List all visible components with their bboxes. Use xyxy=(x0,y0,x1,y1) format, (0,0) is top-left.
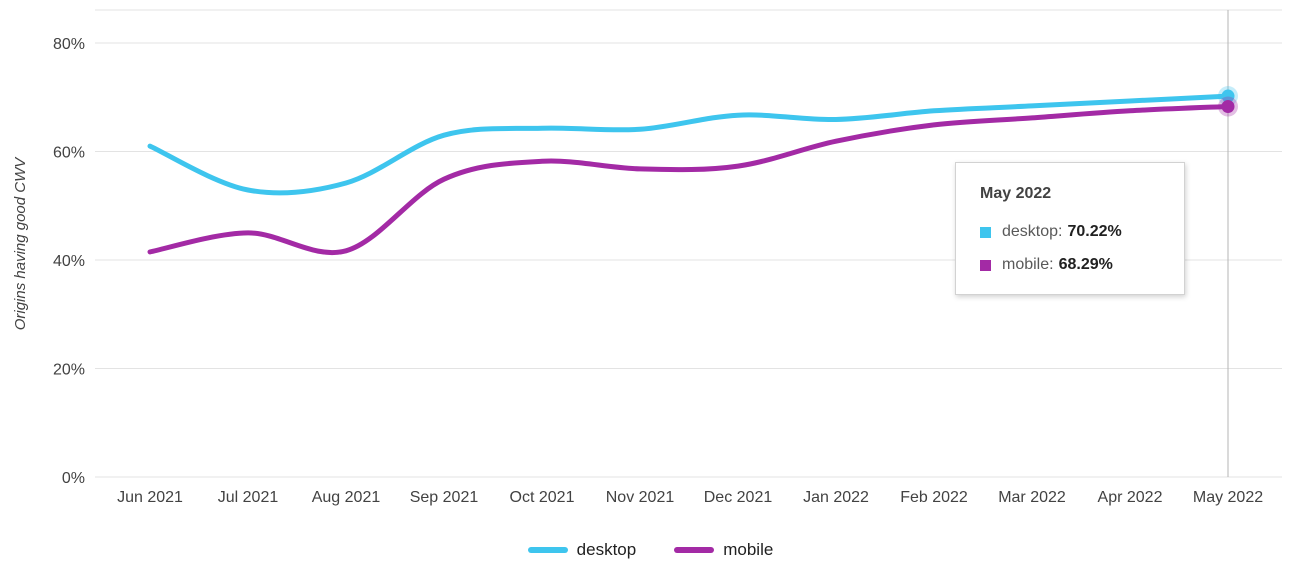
x-tick-label: May 2022 xyxy=(1193,489,1263,506)
tooltip-title: May 2022 xyxy=(980,185,1052,202)
x-tick-label: Nov 2021 xyxy=(606,489,675,506)
x-tick-label: Jun 2021 xyxy=(117,489,183,506)
x-tick-label: Jul 2021 xyxy=(218,489,279,506)
y-tick-label: 80% xyxy=(53,36,85,53)
x-tick-label: Oct 2021 xyxy=(510,489,575,506)
chart-tooltip: May 2022 desktop: 70.22% mobile: 68.29% xyxy=(955,162,1185,295)
x-tick-label: Sep 2021 xyxy=(410,489,479,506)
tooltip-desktop-label: desktop: xyxy=(1002,223,1063,240)
legend-mobile-label: mobile xyxy=(723,540,774,559)
desktop-series-swatch-icon xyxy=(980,226,991,238)
desktop-legend-swatch-icon xyxy=(527,547,568,553)
legend-item-desktop[interactable]: desktop xyxy=(527,540,637,560)
legend-desktop-label: desktop xyxy=(576,540,637,559)
tooltip-mobile-value: 68.29% xyxy=(1058,256,1113,273)
x-tick-label: Aug 2021 xyxy=(312,489,381,506)
x-tick-label: Dec 2021 xyxy=(704,489,773,506)
x-tick-label: Mar 2022 xyxy=(998,489,1066,506)
mobile-legend-swatch-icon xyxy=(674,547,715,553)
y-tick-label: 40% xyxy=(53,253,85,270)
y-tick-label: 60% xyxy=(53,145,85,162)
x-tick-label: Apr 2022 xyxy=(1098,489,1163,506)
y-tick-label: 20% xyxy=(53,362,85,379)
series-line-desktop xyxy=(147,93,1231,196)
tooltip-row-mobile: mobile: 68.29% xyxy=(980,256,1160,274)
x-tick-label: Feb 2022 xyxy=(900,489,968,506)
tooltip-desktop-value: 70.22% xyxy=(1067,223,1122,240)
chart-canvas[interactable]: 0% 20% 40% 60% 80% Jun 2021 Jul 2021 Aug 2021 Se… xyxy=(0,0,1301,515)
tooltip-row-desktop: desktop: 70.22% xyxy=(980,223,1160,241)
y-axis-title: Origins having good CWV xyxy=(12,156,29,331)
tooltip-mobile-label: mobile: xyxy=(1002,256,1054,273)
series-line-mobile xyxy=(147,104,1231,255)
series-point-mobile xyxy=(1221,100,1235,114)
y-tick-label: 0% xyxy=(62,470,85,487)
chart-legend: desktop mobile xyxy=(0,533,1301,567)
x-tick-label: Jan 2022 xyxy=(803,489,869,506)
legend-item-mobile[interactable]: mobile xyxy=(674,540,773,560)
series-point-desktop xyxy=(1221,89,1235,103)
mobile-series-swatch-icon xyxy=(980,259,991,271)
